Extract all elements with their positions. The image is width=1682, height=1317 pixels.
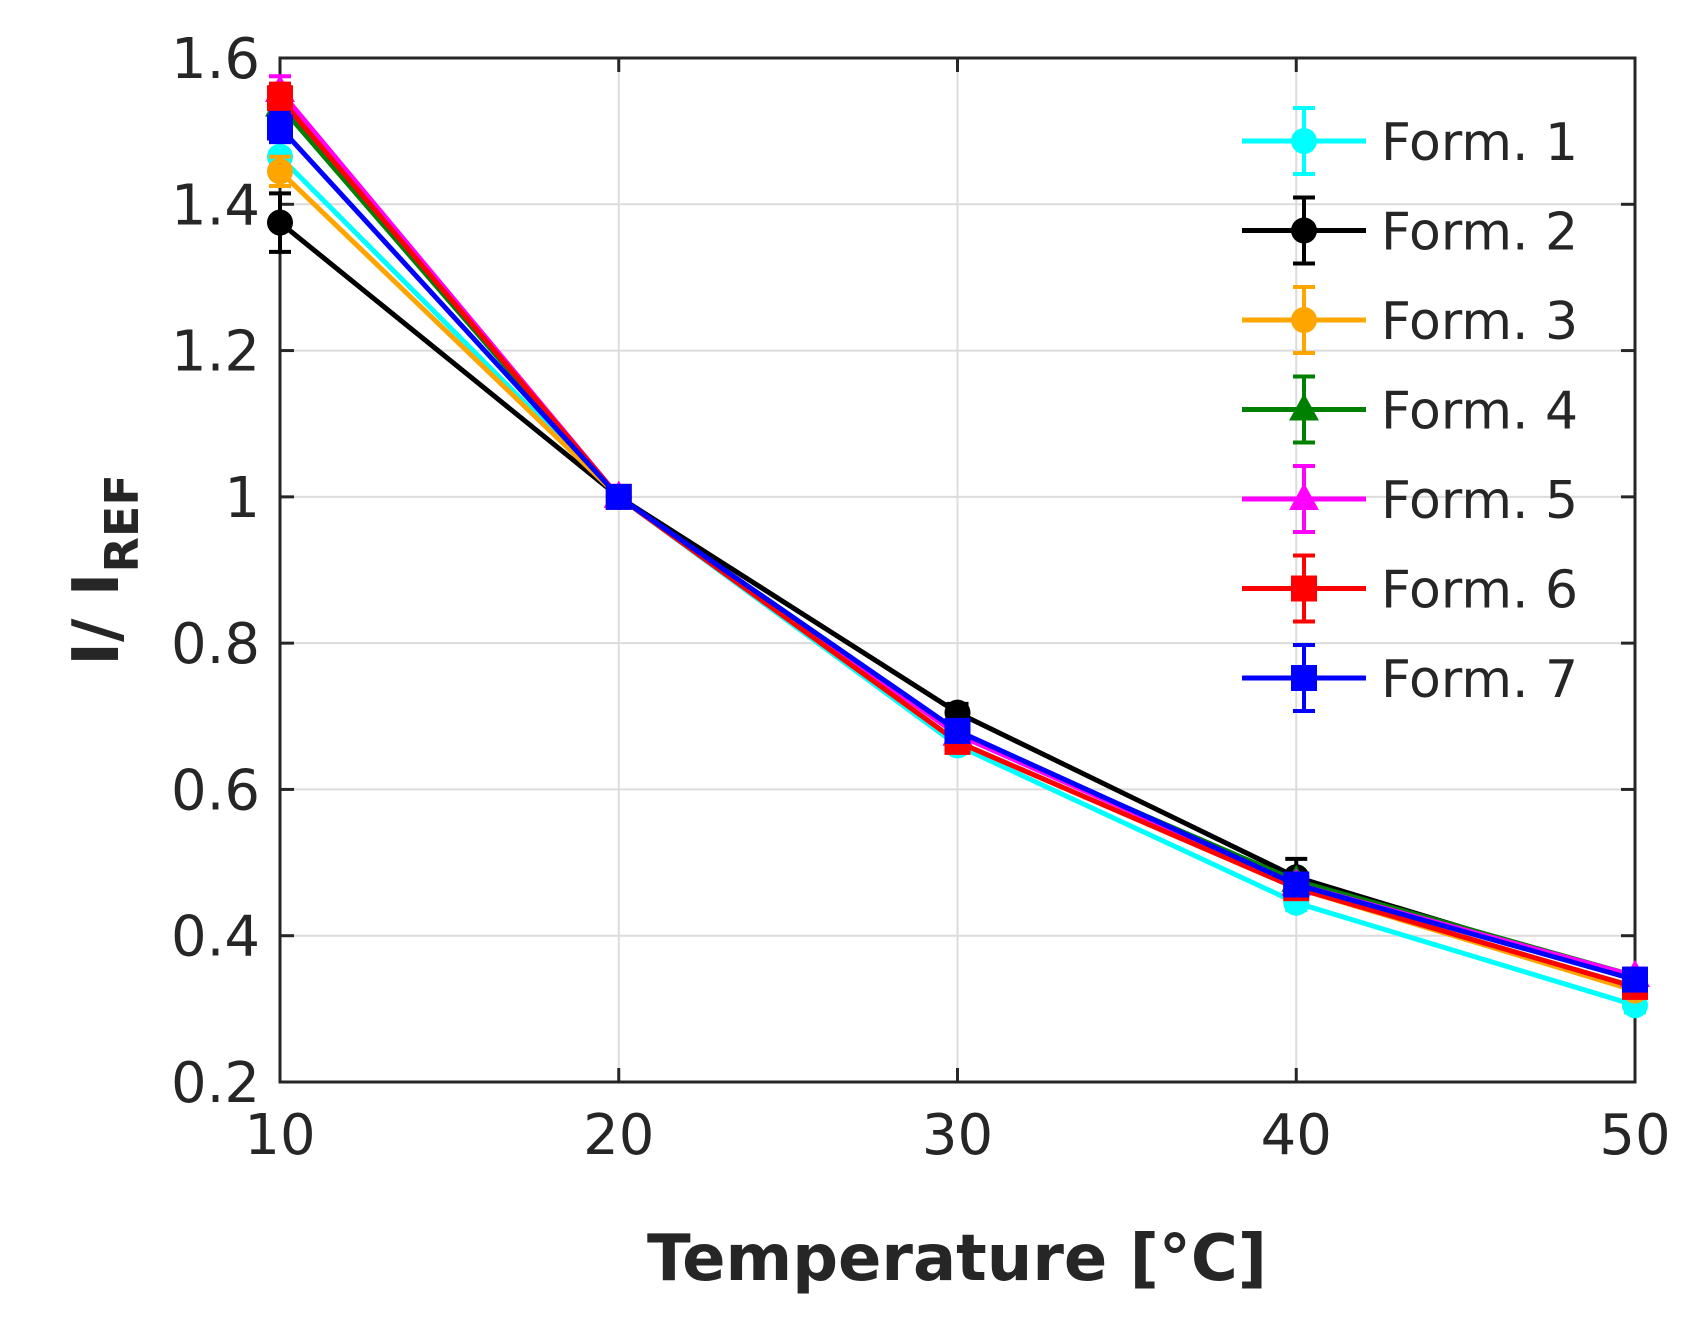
x-tick-label: 20 [583, 1103, 654, 1168]
data-point [267, 158, 293, 185]
x-tick-label: 50 [1599, 1103, 1670, 1168]
legend-label: Form. 1 [1381, 113, 1578, 173]
legend-label: Form. 6 [1381, 561, 1578, 621]
legend-label: Form. 2 [1381, 203, 1578, 263]
y-tick-label: 0.2 [171, 1051, 260, 1116]
legend-marker [1291, 217, 1317, 244]
data-point [944, 717, 971, 744]
data-point [267, 114, 293, 141]
x-tick-label: 30 [922, 1103, 993, 1168]
y-tick-label: 1.6 [171, 27, 260, 92]
data-point [605, 483, 632, 510]
data-point [267, 209, 293, 236]
legend-item: Form. 7 [1242, 643, 1578, 713]
y-axis-label-main: I/ I [60, 573, 134, 666]
legend-marker [1289, 393, 1319, 421]
legend: Form. 1 Form. 2 Form. 3 Form. 4 Form. 5 Form.… [1242, 106, 1578, 713]
legend-marker [1289, 482, 1319, 511]
data-point [1622, 966, 1648, 993]
legend-marker [1291, 307, 1317, 333]
legend-label: Form. 5 [1381, 471, 1578, 531]
x-tick-label: 40 [1261, 1103, 1332, 1168]
y-tick-label: 0.6 [171, 758, 260, 823]
legend-marker [1291, 575, 1317, 602]
axis-ticks: 10 20 30 40 50 0.2 0.4 0.6 0.8 1 1.2 1.4 1.6 [171, 27, 1671, 1168]
legend-item: Form. 5 [1242, 464, 1578, 534]
x-tick-label: 10 [244, 1103, 315, 1168]
legend-item: Form. 4 [1242, 374, 1578, 445]
legend-item: Form. 3 [1242, 285, 1578, 355]
y-axis-label: I/ IREF [60, 474, 149, 666]
y-tick-label: 0.4 [171, 905, 260, 970]
x-axis-label: Temperature [°C] [647, 1222, 1267, 1296]
y-tick-label: 0.8 [171, 612, 260, 677]
y-axis-label-subscript: REF [95, 474, 149, 572]
data-point [1283, 871, 1310, 898]
legend-label: Form. 3 [1381, 292, 1578, 352]
legend-item: Form. 6 [1242, 553, 1578, 624]
y-tick-label: 1 [224, 466, 260, 531]
legend-label: Form. 7 [1381, 650, 1578, 710]
series-7 [267, 110, 1648, 993]
legend-item: Form. 1 [1242, 106, 1578, 176]
legend-item: Form. 2 [1242, 195, 1578, 266]
legend-marker [1291, 665, 1317, 691]
legend-label: Form. 4 [1381, 382, 1578, 442]
y-tick-label: 1.2 [171, 320, 260, 385]
series-layer [265, 74, 1650, 1019]
legend-marker [1291, 128, 1317, 154]
data-point [267, 85, 293, 112]
y-tick-label: 1.4 [171, 173, 260, 238]
